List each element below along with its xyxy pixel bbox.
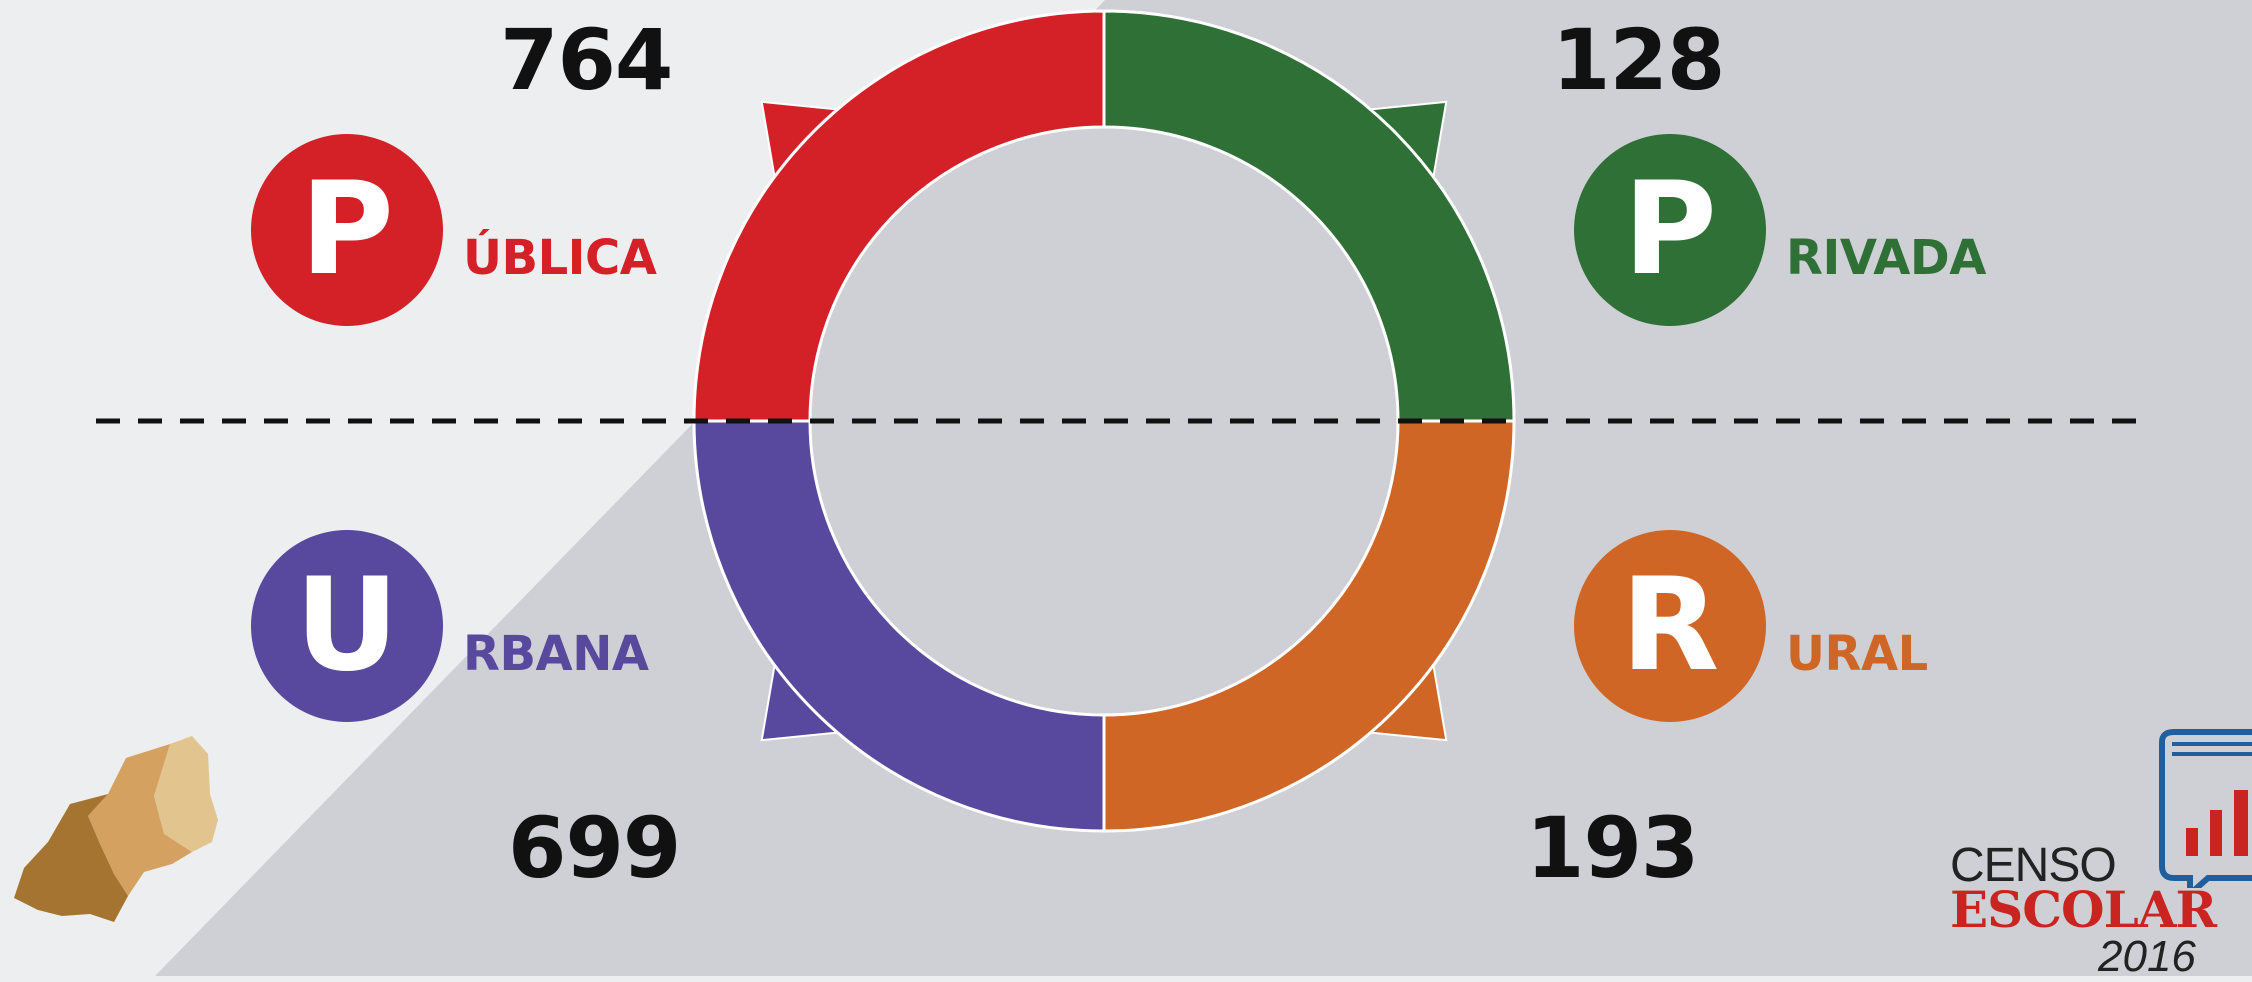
publica-count: 764 — [500, 11, 673, 109]
logo-year-text: 2016 — [2098, 932, 2196, 981]
privada-segment — [1102, 9, 1516, 423]
publica-badge: P — [251, 134, 443, 326]
privada-count: 128 — [1552, 11, 1725, 109]
urbana-letter: U — [295, 551, 399, 700]
logo-censo-text: CENSO — [1950, 839, 2117, 892]
logo-escolar-text: ESCOLAR — [1950, 880, 2217, 939]
publica-letter: P — [300, 155, 394, 304]
rural-label: URAL — [1786, 626, 1928, 682]
publica-segment — [692, 9, 1106, 423]
book-chart-icon — [2159, 729, 2252, 888]
privada-badge: P — [1574, 134, 1766, 326]
rural-letter: R — [1620, 551, 1720, 700]
rural-segment — [1102, 419, 1516, 833]
rural-count: 193 — [1526, 799, 1699, 897]
privada-letter: P — [1623, 155, 1717, 304]
rural-badge: R — [1574, 530, 1766, 722]
privada-label: RIVADA — [1786, 230, 1986, 286]
map-icon — [14, 736, 218, 922]
urbana-label: RBANA — [463, 626, 649, 682]
urbana-count: 699 — [508, 799, 681, 897]
urbana-segment — [692, 419, 1106, 833]
publica-label: ÚBLICA — [463, 230, 657, 286]
donut-segments — [692, 9, 1516, 833]
urbana-badge: U — [251, 530, 443, 722]
